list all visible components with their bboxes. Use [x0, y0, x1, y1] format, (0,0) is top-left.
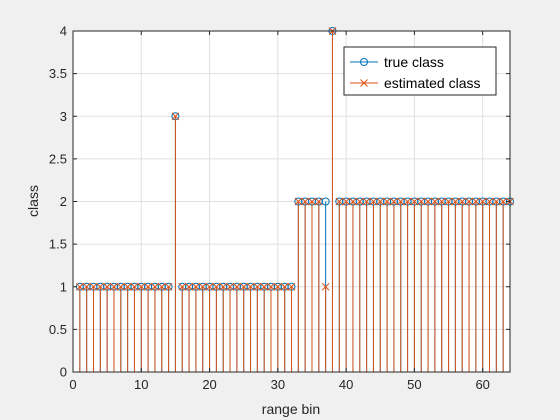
- estimated-class-marker: [267, 282, 275, 291]
- y-tick-label: 0.5: [49, 322, 67, 337]
- y-tick-label: 3: [60, 109, 67, 124]
- estimated-class-marker: [89, 282, 98, 291]
- estimated-class-marker: [280, 282, 289, 291]
- x-tick-label: 40: [339, 377, 353, 392]
- x-tick-label: 60: [475, 377, 489, 392]
- estimated-class-marker: [103, 282, 111, 291]
- estimated-class-marker: [164, 282, 173, 291]
- estimated-class-marker: [205, 282, 214, 291]
- estimated-class-marker: [137, 282, 146, 291]
- estimated-class-marker: [499, 197, 508, 206]
- estimated-class-marker: [219, 282, 228, 291]
- estimated-class-marker: [321, 282, 330, 291]
- y-tick-label: 1: [60, 279, 67, 294]
- estimated-class-marker: [369, 197, 378, 206]
- estimated-class-marker: [437, 197, 446, 206]
- estimated-class-marker: [294, 197, 303, 206]
- y-tick-label: 2: [60, 194, 67, 209]
- estimated-class-marker: [492, 197, 501, 206]
- estimated-class-marker: [349, 197, 357, 206]
- estimated-class-marker: [178, 282, 187, 291]
- estimated-class-marker: [239, 282, 248, 291]
- x-axis-label: range bin: [262, 401, 320, 417]
- estimated-class-marker: [157, 282, 166, 291]
- estimated-class-marker: [130, 282, 139, 291]
- x-tick-label: 50: [407, 377, 421, 392]
- estimated-class-marker: [96, 282, 105, 291]
- legend-estimated-label: estimated class: [384, 75, 480, 91]
- axis-ticks: 0 10 20 30 40 50 60 0 0.5 1 1.5 2 2.5 3 3.5 4: [49, 24, 510, 392]
- true-class-marker: [321, 197, 330, 206]
- estimated-class-marker: [123, 282, 132, 291]
- x-tick-label: 20: [202, 377, 216, 392]
- estimated-class-marker: [253, 282, 262, 291]
- estimated-class-marker: [260, 282, 269, 291]
- stem-series: [75, 27, 514, 372]
- estimated-class-marker: [390, 197, 398, 206]
- estimated-class-marker: [410, 197, 419, 206]
- y-tick-label: 2.5: [49, 151, 67, 166]
- estimated-class-marker: [287, 282, 296, 291]
- estimated-class-marker: [144, 282, 152, 291]
- estimated-class-marker: [362, 197, 371, 206]
- y-tick-label: 3.5: [49, 66, 67, 81]
- estimated-class-marker: [198, 282, 207, 291]
- estimated-class-marker: [472, 197, 480, 206]
- estimated-class-marker: [116, 282, 125, 291]
- estimated-class-marker: [417, 197, 426, 206]
- estimated-class-marker: [185, 282, 193, 291]
- y-tick-label: 1.5: [49, 237, 67, 252]
- estimated-class-marker: [171, 112, 180, 121]
- estimated-class-marker: [465, 197, 473, 206]
- estimated-class-marker: [110, 282, 118, 291]
- estimated-class-marker: [355, 197, 364, 206]
- y-tick-label: 4: [60, 24, 67, 39]
- estimated-class-marker: [403, 197, 412, 206]
- estimated-class-marker: [485, 197, 494, 206]
- estimated-class-marker: [75, 282, 84, 291]
- estimated-class-marker: [301, 197, 310, 206]
- estimated-class-marker: [335, 197, 344, 206]
- estimated-class-marker: [342, 197, 350, 206]
- estimated-class-marker: [376, 197, 385, 206]
- legend: true class estimated class: [343, 46, 497, 96]
- estimated-class-marker: [192, 282, 200, 291]
- estimated-class-marker: [226, 282, 234, 291]
- estimated-class-marker: [478, 197, 487, 206]
- x-tick-label: 30: [271, 377, 285, 392]
- estimated-class-marker: [383, 197, 391, 206]
- x-tick-label: 0: [69, 377, 76, 392]
- legend-true-marker: [360, 58, 368, 66]
- estimated-class-marker: [151, 282, 159, 291]
- estimated-class-marker: [424, 197, 432, 206]
- estimated-class-marker: [451, 197, 460, 206]
- estimated-class-marker: [308, 197, 316, 206]
- estimated-class-marker: [431, 197, 439, 206]
- estimated-class-marker: [212, 282, 221, 291]
- estimated-class-marker: [246, 282, 255, 291]
- estimated-class-marker: [233, 282, 241, 291]
- x-tick-label: 10: [134, 377, 148, 392]
- legend-box: [343, 46, 497, 96]
- legend-true-label: true class: [384, 54, 444, 70]
- estimated-class-marker: [273, 282, 282, 291]
- y-tick-label: 0: [60, 365, 67, 380]
- estimated-class-marker: [314, 197, 323, 206]
- y-axis-label: class: [25, 185, 41, 217]
- legend-estimated-marker: [360, 79, 368, 87]
- estimated-class-marker: [396, 197, 405, 206]
- estimated-class-marker: [458, 197, 467, 206]
- estimated-class-marker: [82, 282, 91, 291]
- estimated-class-marker: [444, 197, 453, 206]
